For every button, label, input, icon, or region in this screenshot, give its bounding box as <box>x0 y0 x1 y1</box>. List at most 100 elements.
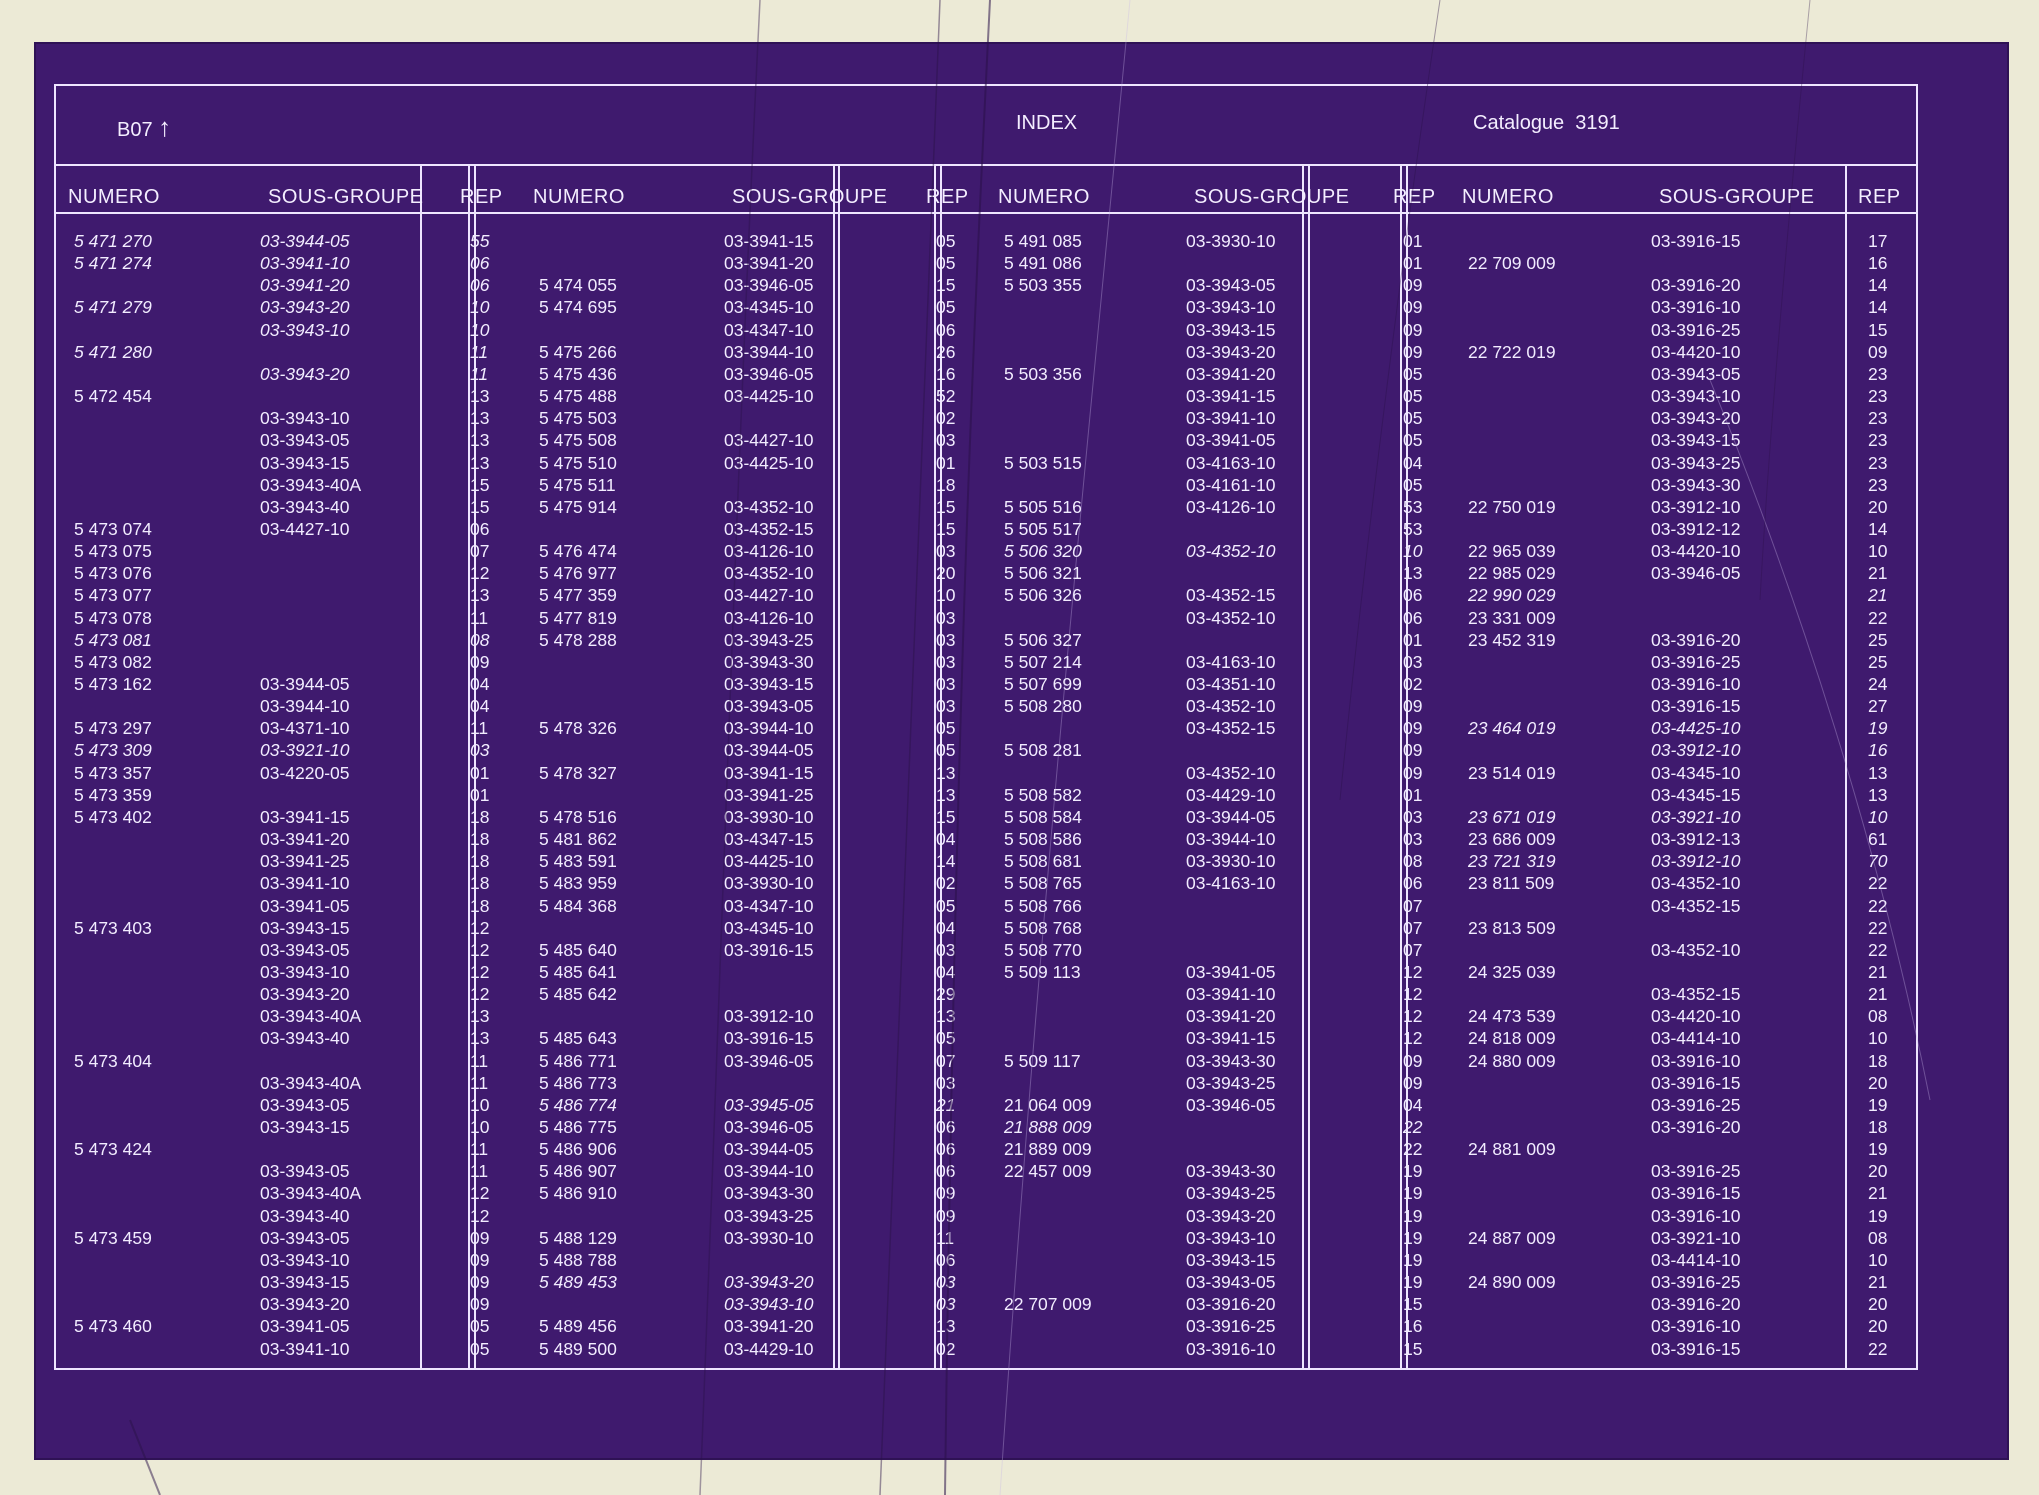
numero-cell: 5 473 404 <box>74 1050 152 1071</box>
rep-cell: 13 <box>470 408 490 429</box>
rep-cell: 18 <box>470 806 490 827</box>
rep-cell: 02 <box>936 408 956 429</box>
sous-groupe-cell: 03-4420-10 <box>1651 341 1741 362</box>
rep-cell: 13 <box>470 585 490 606</box>
rep-cell: 03 <box>936 430 956 451</box>
sous-groupe-cell: 03-4352-10 <box>1186 696 1276 717</box>
sous-groupe-cell: 03-3916-20 <box>1651 1117 1741 1137</box>
rep-cell: 12 <box>470 1183 490 1204</box>
rep-cell: 15 <box>470 474 490 495</box>
sous-groupe-cell: 03-3916-10 <box>1186 1338 1276 1359</box>
numero-cell: 5 473 357 <box>74 762 152 783</box>
rep-cell: 22 <box>1403 1139 1423 1160</box>
numero-cell: 5 473 359 <box>74 784 152 805</box>
rep-cell: 15 <box>1403 1294 1423 1315</box>
rep-cell: 03 <box>470 740 490 761</box>
sous-groupe-cell: 03-3916-20 <box>1651 1294 1741 1315</box>
rep-cell: 11 <box>470 1161 489 1182</box>
sous-groupe-cell: 03-4427-10 <box>260 518 350 539</box>
sous-groupe-cell: 03-4161-10 <box>1186 474 1276 495</box>
rep-cell: 02 <box>1403 674 1423 694</box>
numero-header: NUMERO <box>68 186 160 208</box>
sous-groupe-cell: 03-3941-15 <box>1186 1028 1276 1049</box>
sous-groupe-cell: 03-3916-15 <box>1651 696 1741 717</box>
numero-cell: 5 473 076 <box>74 563 152 584</box>
numero-cell: 5 473 082 <box>74 651 152 672</box>
numero-cell: 21 888 009 <box>1004 1117 1092 1137</box>
numero-cell: 5 477 819 <box>539 607 617 628</box>
sous-groupe-cell: 03-3916-20 <box>1651 275 1741 296</box>
rep-cell: 10 <box>470 1094 490 1115</box>
numero-cell: 5 473 459 <box>74 1227 152 1248</box>
sous-groupe-cell: 03-3943-10 <box>260 319 350 340</box>
numero-cell: 5 473 077 <box>74 585 152 606</box>
numero-cell: 5 509 113 <box>1004 961 1081 982</box>
rep-cell: 17 <box>1868 231 1888 251</box>
sous-groupe-cell: 03-4163-10 <box>1186 452 1276 473</box>
rep-cell: 01 <box>936 452 956 473</box>
numero-cell: 5 483 591 <box>539 851 617 872</box>
rep-cell: 02 <box>936 1338 956 1359</box>
sous-groupe-cell: 03-4414-10 <box>1651 1249 1741 1270</box>
rep-cell: 03 <box>936 939 956 960</box>
sous-groupe-cell: 03-3941-10 <box>260 253 350 274</box>
sous-groupe-cell: 03-3944-10 <box>1186 829 1276 850</box>
sous-groupe-cell: 03-3943-30 <box>1186 1050 1276 1071</box>
sous-groupe-cell: 03-3943-25 <box>1186 1183 1276 1204</box>
sous-groupe-cell: 03-3943-05 <box>260 1161 350 1182</box>
column-divider <box>1400 166 1402 1368</box>
rep-cell: 14 <box>936 851 956 872</box>
rep-cell: 15 <box>936 518 956 539</box>
sous-groupe-cell: 03-3941-10 <box>260 1338 350 1359</box>
rep-cell: 09 <box>1403 341 1423 362</box>
sous-groupe-cell: 03-3943-25 <box>724 1205 814 1226</box>
sous-groupe-cell: 03-4420-10 <box>1651 541 1741 562</box>
numero-cell: 5 473 081 <box>74 629 152 650</box>
numero-cell: 24 880 009 <box>1468 1050 1556 1071</box>
sous-groupe-cell: 03-4345-10 <box>1651 762 1741 783</box>
rep-cell: 03 <box>1403 829 1423 850</box>
rep-cell: 05 <box>936 231 956 251</box>
sous-groupe-cell: 03-3946-05 <box>1651 563 1741 584</box>
rep-header: REP <box>1858 186 1901 208</box>
sous-groupe-cell: 03-3941-15 <box>724 231 814 251</box>
rep-cell: 13 <box>936 1316 956 1337</box>
numero-cell: 5 507 699 <box>1004 674 1082 694</box>
sous-groupe-header: SOUS-GROUPE <box>1194 186 1350 208</box>
numero-cell: 5 471 270 <box>74 231 152 251</box>
sous-groupe-cell: 03-3916-20 <box>1186 1294 1276 1315</box>
rep-cell: 12 <box>1403 961 1423 982</box>
rep-cell: 25 <box>1868 629 1888 650</box>
rep-cell: 12 <box>1403 1028 1423 1049</box>
rep-cell: 12 <box>470 563 490 584</box>
numero-cell: 23 331 009 <box>1468 607 1556 628</box>
rep-cell: 01 <box>1403 253 1423 274</box>
rep-cell: 15 <box>936 275 956 296</box>
numero-cell: 5 472 454 <box>74 386 152 407</box>
rep-cell: 09 <box>1403 297 1423 318</box>
catalogue-number: Catalogue 3191 <box>1473 112 1620 134</box>
sous-groupe-cell: 03-3943-10 <box>1651 386 1741 407</box>
sous-groupe-cell: 03-4352-15 <box>724 518 814 539</box>
sous-groupe-cell: 03-4429-10 <box>1186 784 1276 805</box>
numero-cell: 5 505 517 <box>1004 518 1082 539</box>
rep-cell: 19 <box>1868 1094 1888 1115</box>
rep-header: REP <box>926 186 969 208</box>
column-divider <box>468 166 470 1368</box>
numero-cell: 5 473 078 <box>74 607 152 628</box>
rep-cell: 05 <box>1403 408 1423 429</box>
sous-groupe-cell: 03-4425-10 <box>1651 718 1741 739</box>
numero-cell: 23 686 009 <box>1468 829 1556 850</box>
rep-cell: 15 <box>936 496 956 517</box>
rep-cell: 22 <box>1868 917 1888 938</box>
sous-groupe-cell: 03-3943-15 <box>260 1117 350 1137</box>
sous-groupe-cell: 03-4347-10 <box>724 319 814 340</box>
numero-cell: 5 478 288 <box>539 629 617 650</box>
sous-groupe-cell: 03-3943-05 <box>724 696 814 717</box>
sous-groupe-cell: 03-4425-10 <box>724 452 814 473</box>
sous-groupe-cell: 03-3943-40 <box>260 496 350 517</box>
sous-groupe-cell: 03-3943-20 <box>260 984 350 1005</box>
rep-cell: 12 <box>1403 984 1423 1005</box>
rep-cell: 08 <box>470 629 490 650</box>
rep-cell: 09 <box>470 1227 490 1248</box>
